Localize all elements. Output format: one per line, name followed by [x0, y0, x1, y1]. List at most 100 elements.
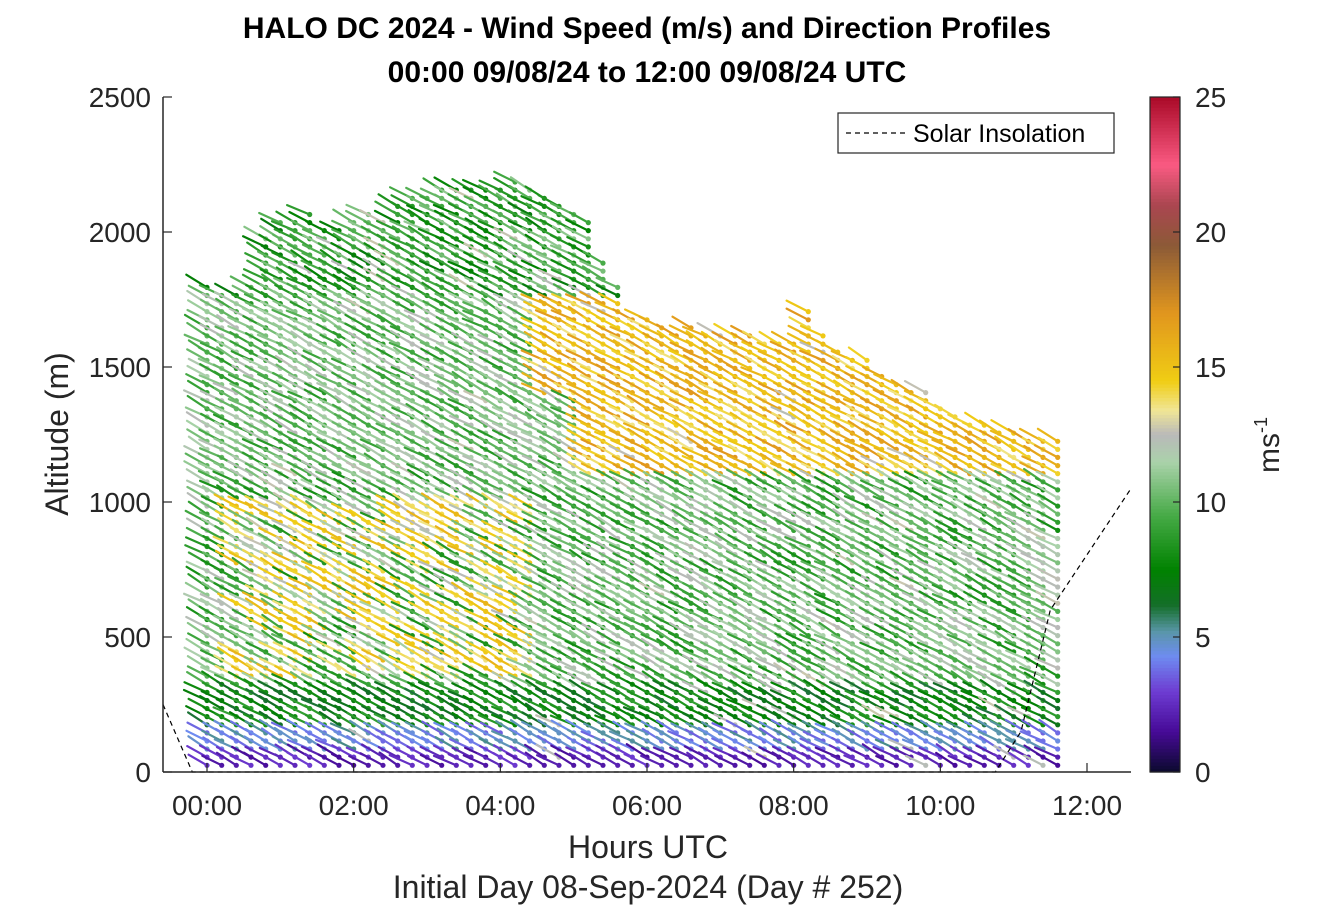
- wind-barb: [330, 492, 355, 508]
- wind-barb: [183, 333, 209, 346]
- wind-barb: [359, 622, 385, 637]
- wind-barb: [333, 387, 355, 402]
- wind-barb: [345, 461, 370, 475]
- wind-barb: [183, 592, 209, 605]
- wind-barb: [258, 718, 282, 735]
- wind-barb: [304, 704, 326, 718]
- wind-barb: [347, 646, 370, 662]
- wind-barb: [288, 517, 311, 532]
- wind-barb-head: [263, 762, 269, 768]
- wind-barb: [244, 365, 267, 378]
- wind-barb: [257, 566, 282, 581]
- wind-barb: [302, 298, 326, 313]
- wind-barb: [302, 308, 326, 321]
- wind-barb: [374, 526, 399, 540]
- wind-barb: [389, 219, 414, 232]
- wind-barb: [271, 251, 297, 265]
- wind-barb-head: [292, 762, 298, 768]
- wind-barb: [186, 665, 209, 678]
- wind-barb: [213, 566, 238, 581]
- wind-barb: [241, 591, 267, 605]
- wind-barb: [185, 468, 209, 483]
- wind-barb: [375, 332, 399, 346]
- wind-barb: [198, 744, 223, 759]
- wind-barb: [214, 549, 238, 564]
- wind-barb: [391, 413, 414, 427]
- wind-barb: [286, 204, 311, 216]
- wind-barb: [229, 754, 253, 767]
- wind-barb: [185, 729, 209, 743]
- wind-barb: [403, 622, 429, 637]
- wind-barb: [199, 694, 223, 710]
- wind-barb: [199, 593, 223, 605]
- wind-barb: [404, 735, 429, 751]
- wind-barb: [229, 629, 253, 645]
- wind-barb: [390, 518, 414, 532]
- wind-barb: [216, 484, 238, 499]
- wind-barb: [271, 519, 297, 532]
- wind-barb: [227, 509, 253, 524]
- wind-barb: [392, 438, 414, 451]
- wind-barb: [198, 374, 223, 386]
- wind-barb: [246, 616, 267, 629]
- wind-barb: [275, 379, 297, 394]
- wind-barb: [332, 551, 355, 564]
- wind-barb: [302, 656, 326, 670]
- wind-barb: [359, 631, 385, 645]
- wind-barb: [215, 745, 238, 759]
- wind-barb: [359, 209, 385, 224]
- wind-barb: [272, 299, 297, 313]
- wind-barb: [272, 566, 297, 581]
- wind-barb: [334, 267, 355, 281]
- wind-barb: [388, 655, 414, 670]
- wind-barb: [273, 559, 297, 573]
- wind-barb: [345, 590, 370, 605]
- wind-barb: [332, 208, 355, 224]
- wind-barb: [231, 284, 253, 297]
- wind-barb: [287, 689, 311, 702]
- wind-barb: [228, 428, 253, 443]
- wind-barb: [373, 209, 399, 224]
- wind-barb: [287, 260, 311, 273]
- wind-barb: [378, 228, 399, 240]
- wind-barb: [242, 527, 267, 540]
- wind-barb: [259, 411, 282, 427]
- wind-barb: [378, 508, 399, 524]
- wind-barb: [346, 526, 370, 540]
- wind-barb: [316, 670, 341, 686]
- wind-barb: [319, 519, 341, 532]
- wind-barb-head: [380, 762, 386, 768]
- wind-barb: [290, 219, 311, 232]
- wind-barb: [273, 726, 297, 743]
- wind-barb-head: [556, 762, 562, 768]
- wind-barb-head: [659, 762, 665, 768]
- wind-barb-head: [732, 762, 738, 768]
- wind-barb: [319, 220, 341, 232]
- wind-barb: [363, 654, 385, 670]
- wind-barb: [261, 613, 282, 629]
- wind-barb: [331, 615, 355, 629]
- wind-barb: [348, 428, 370, 443]
- wind-barb: [319, 357, 341, 370]
- wind-barb: [301, 533, 326, 548]
- wind-barb: [212, 413, 238, 427]
- wind-barb-head: [409, 762, 415, 768]
- wind-barb: [377, 341, 399, 354]
- wind-barb: [272, 322, 297, 337]
- wind-barb: [358, 679, 385, 694]
- wind-barb: [373, 388, 399, 402]
- wind-barb-head: [585, 228, 591, 234]
- wind-barb: [319, 348, 341, 362]
- wind-barb: [390, 422, 414, 435]
- wind-barb: [331, 542, 355, 556]
- wind-barb: [244, 501, 267, 516]
- wind-barb: [346, 437, 370, 451]
- wind-barb: [212, 363, 238, 378]
- wind-barb: [407, 754, 429, 767]
- wind-barb: [361, 705, 385, 718]
- wind-barb: [214, 673, 238, 686]
- wind-barb: [362, 696, 385, 710]
- wind-barb: [287, 486, 311, 499]
- wind-barb: [301, 396, 326, 410]
- wind-barbs-layer: [182, 170, 1061, 768]
